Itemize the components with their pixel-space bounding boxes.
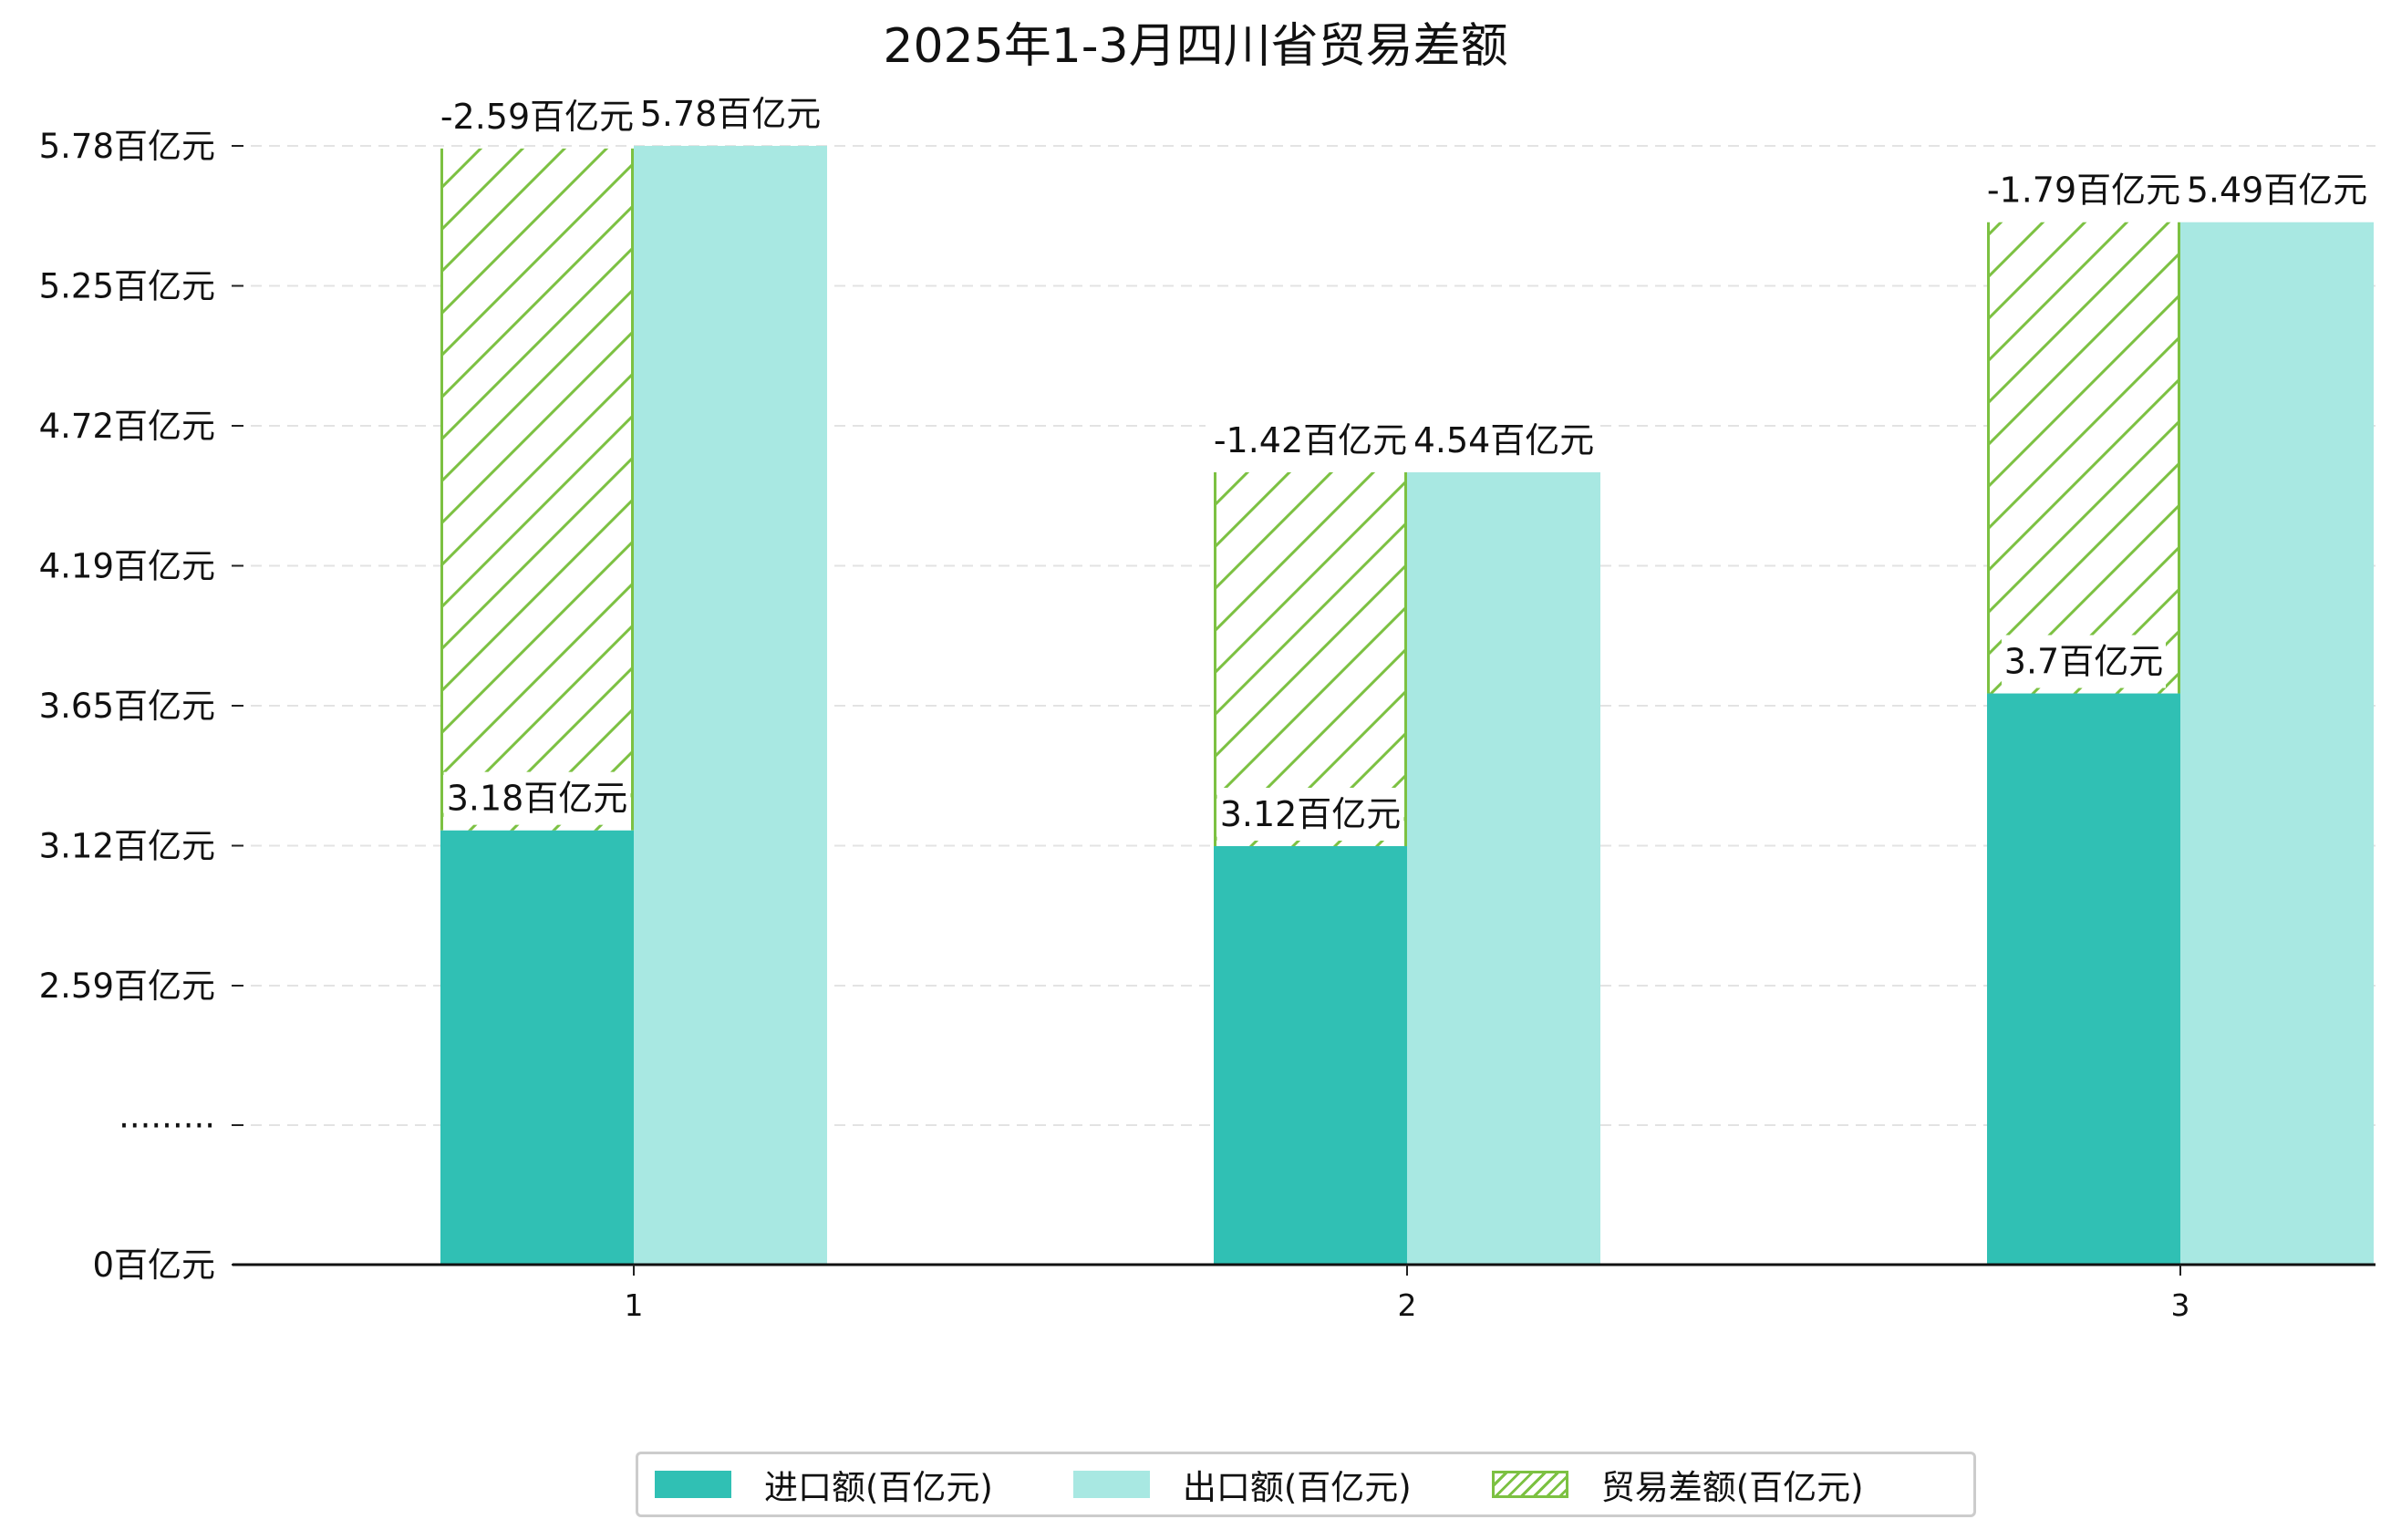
data-label-import: 3.12百亿元 — [1216, 787, 1404, 841]
y-tick-label: 4.72百亿元 — [39, 407, 215, 446]
x-tick-label: 2 — [1398, 1287, 1417, 1323]
data-label-balance-box — [432, 89, 642, 143]
data-label-export-text: 4.54百亿元 — [1413, 420, 1595, 460]
data-label-import-box — [443, 771, 631, 825]
y-tick-label: 5.78百亿元 — [39, 127, 215, 166]
bar-export — [634, 146, 827, 1265]
chart-title: 2025年1-3月四川省贸易差额 — [883, 19, 1508, 74]
data-label-import-text: 3.18百亿元 — [447, 779, 628, 819]
data-label-export-text: 5.49百亿元 — [2187, 171, 2368, 211]
data-label-balance-text: -1.79百亿元 — [1987, 171, 2180, 211]
legend-swatch-export — [1072, 1471, 1150, 1498]
data-label-export-box — [637, 88, 824, 140]
data-label-import-box — [1216, 787, 1404, 841]
data-label-export-box — [2183, 163, 2371, 217]
bar-balance — [441, 148, 633, 831]
bar-import — [440, 830, 634, 1265]
legend-item-balance: 贸易差额(百亿元) — [1491, 1460, 1864, 1509]
data-label-balance-text: -1.42百亿元 — [1214, 420, 1407, 460]
data-label-import-box — [2002, 635, 2166, 688]
data-label-export: 5.78百亿元 — [637, 88, 824, 140]
legend-label-export: 出口额(百亿元) — [1182, 1468, 1412, 1507]
data-label-balance: -1.42百亿元 — [1206, 414, 1415, 468]
legend-swatch-balance — [1491, 1471, 1568, 1498]
data-label-import: 3.18百亿元 — [443, 771, 631, 825]
legend: 进口额(百亿元) 出口额(百亿元) 贸易差额(百亿元) — [636, 1452, 1976, 1517]
data-label-export: 4.54百亿元 — [1410, 414, 1598, 468]
bar-export — [1407, 472, 1600, 1265]
data-label-balance-box — [1206, 414, 1415, 468]
x-tick-label: 3 — [2171, 1287, 2190, 1323]
data-label-import-text: 3.12百亿元 — [1220, 794, 1402, 834]
data-label-import-text: 3.7百亿元 — [2004, 642, 2163, 682]
bar-import — [1987, 693, 2180, 1265]
y-tick-label: ········· — [119, 1106, 215, 1145]
y-tick-label: 2.59百亿元 — [39, 966, 215, 1006]
legend-swatch-import — [655, 1471, 731, 1498]
data-label-export: 5.49百亿元 — [2183, 163, 2371, 217]
legend-item-export: 出口额(百亿元) — [1072, 1460, 1412, 1509]
y-tick-label: 5.25百亿元 — [39, 267, 215, 306]
bar-balance — [1988, 222, 2179, 694]
y-tick-label: 3.12百亿元 — [39, 827, 215, 866]
data-label-export-text: 5.78百亿元 — [640, 94, 822, 134]
data-label-balance: -2.59百亿元 — [432, 89, 642, 143]
x-tick-label: 1 — [625, 1287, 644, 1323]
data-label-balance: -1.79百亿元 — [1979, 163, 2189, 217]
data-label-balance-text: -2.59百亿元 — [440, 97, 634, 137]
y-tick-label: 0百亿元 — [92, 1245, 215, 1285]
y-tick-label: 4.19百亿元 — [39, 547, 215, 586]
data-label-export-box — [1410, 414, 1598, 468]
data-label-balance-box — [1979, 163, 2189, 217]
data-label-import: 3.7百亿元 — [2002, 635, 2166, 688]
bar-import — [1214, 845, 1407, 1265]
bar-export — [2180, 222, 2374, 1265]
y-tick-label: 3.65百亿元 — [39, 687, 215, 726]
legend-label-import: 进口额(百亿元) — [764, 1468, 993, 1507]
legend-item-import: 进口额(百亿元) — [655, 1460, 993, 1509]
legend-label-balance: 贸易差额(百亿元) — [1600, 1468, 1864, 1507]
bar-balance — [1215, 472, 1406, 846]
